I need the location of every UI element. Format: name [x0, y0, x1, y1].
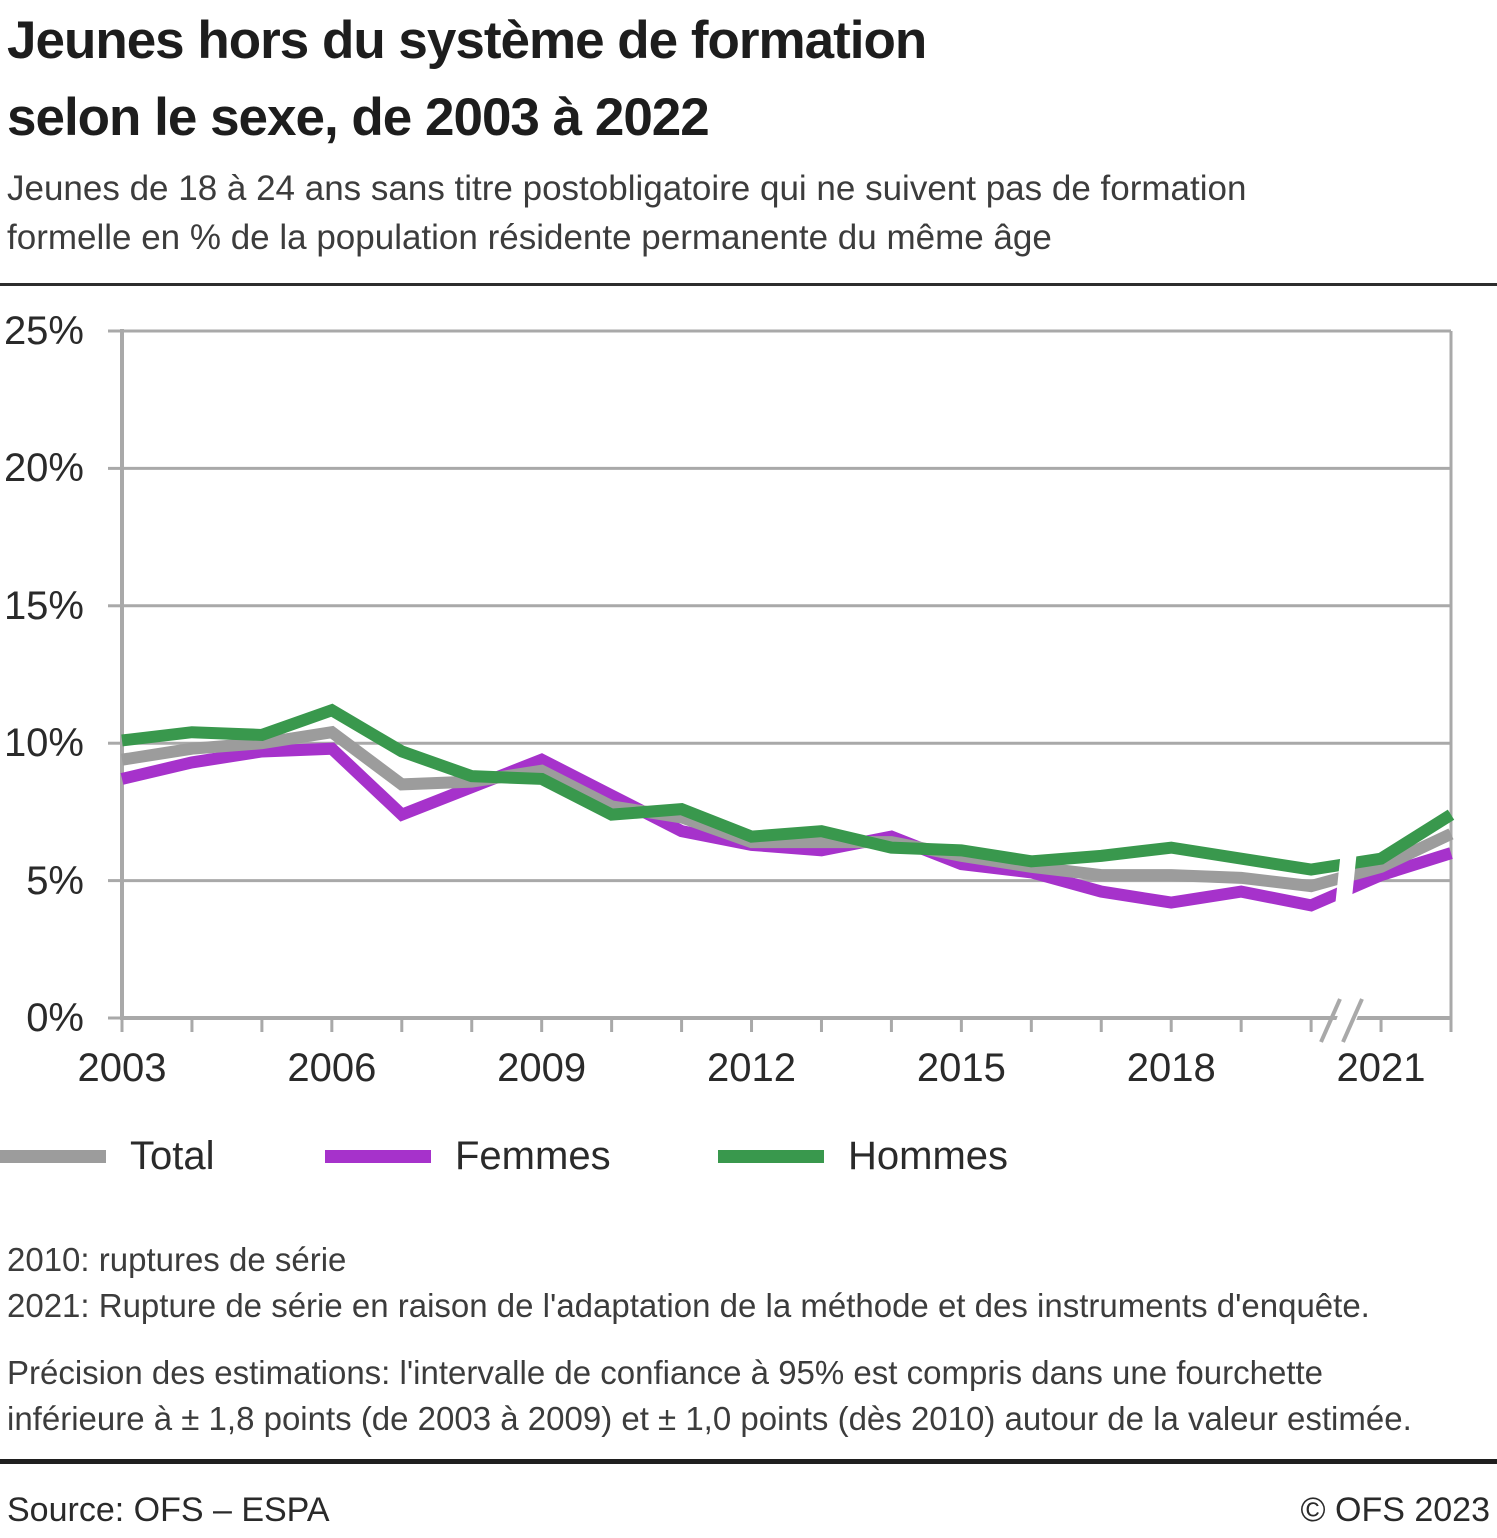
axis-break-gap — [1327, 996, 1365, 1046]
x-axis-tick-label: 2009 — [497, 1046, 587, 1090]
bottom-divider — [0, 1459, 1497, 1464]
legend-swatch-femmes — [325, 1150, 431, 1163]
page-subtitle-line2: formelle en % de la population résidente… — [7, 218, 1052, 257]
legend-item-femmes: Femmes — [325, 1134, 611, 1179]
footnote-precision-line1: Précision des estimations: l'intervalle … — [7, 1354, 1324, 1391]
top-divider — [0, 283, 1497, 286]
copyright-text: © OFS 2023 — [1300, 1491, 1490, 1529]
page-subtitle: Jeunes de 18 à 24 ans sans titre postobl… — [7, 164, 1246, 262]
x-axis-tick-label: 2015 — [916, 1046, 1006, 1090]
y-axis-tick-label: 0% — [26, 996, 84, 1040]
x-axis-tick-label: 2021 — [1336, 1046, 1426, 1090]
y-axis-tick-label: 15% — [3, 583, 84, 628]
series-line-total — [121, 725, 1454, 893]
x-axis-tick-label: 2012 — [707, 1046, 797, 1090]
legend-item-hommes: Hommes — [718, 1134, 1008, 1179]
y-axis-tick-label: 20% — [3, 446, 84, 491]
y-axis-tick-label: 5% — [26, 858, 84, 903]
footnote-2010: 2010: ruptures de série — [7, 1241, 347, 1278]
axis-break-slash — [1319, 998, 1342, 1043]
legend-label-femmes: Femmes — [455, 1134, 611, 1178]
legend-swatch-total — [0, 1150, 106, 1163]
footnote-precision-line2: inférieure à ± 1,8 points (de 2003 à 200… — [7, 1400, 1412, 1437]
page-title-line1: Jeunes hors du système de formation — [7, 11, 927, 70]
x-axis-tick-label: 2003 — [77, 1046, 167, 1090]
source-text: Source: OFS – ESPA — [7, 1491, 330, 1529]
x-axis-tick-label: 2006 — [287, 1046, 377, 1090]
footnote-2021: 2021: Rupture de série en raison de l'ad… — [7, 1287, 1370, 1324]
series-line-hommes — [121, 703, 1455, 876]
legend-label-total: Total — [130, 1134, 215, 1178]
axis-break-slash — [1341, 998, 1364, 1043]
series-break-gap — [1331, 831, 1359, 945]
y-axis-tick-label: 25% — [3, 309, 84, 353]
page-title: Jeunes hors du système de formation selo… — [7, 2, 927, 156]
page-title-line2: selon le sexe, de 2003 à 2022 — [7, 88, 710, 147]
page-subtitle-line1: Jeunes de 18 à 24 ans sans titre postobl… — [7, 169, 1247, 208]
legend-label-hommes: Hommes — [848, 1134, 1009, 1178]
chart-legend: Total Femmes Hommes — [0, 1134, 1497, 1180]
legend-item-total: Total — [0, 1134, 215, 1179]
y-axis-tick-label: 10% — [3, 721, 84, 766]
x-axis-tick-label: 2018 — [1126, 1046, 1216, 1090]
legend-swatch-hommes — [718, 1150, 824, 1163]
